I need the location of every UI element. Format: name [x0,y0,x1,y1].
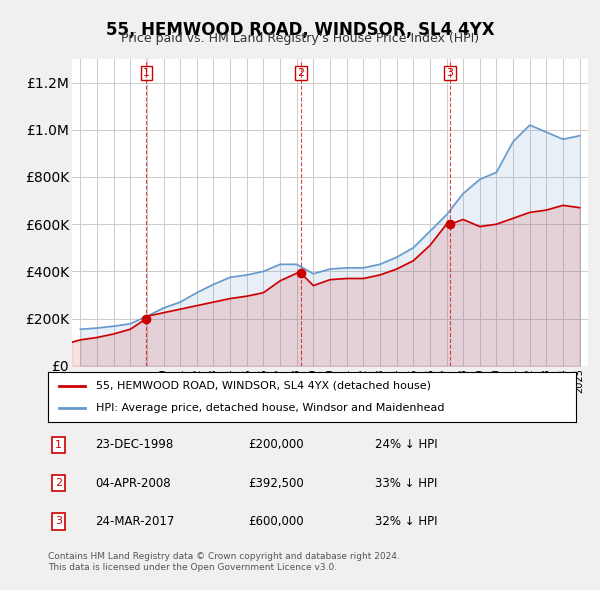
Text: Contains HM Land Registry data © Crown copyright and database right 2024.: Contains HM Land Registry data © Crown c… [48,552,400,560]
Text: 24% ↓ HPI: 24% ↓ HPI [376,438,438,451]
Text: 2: 2 [298,68,304,78]
Text: £200,000: £200,000 [248,438,304,451]
Text: 1: 1 [143,68,150,78]
Text: £600,000: £600,000 [248,514,304,527]
Text: 55, HEMWOOD ROAD, WINDSOR, SL4 4YX (detached house): 55, HEMWOOD ROAD, WINDSOR, SL4 4YX (deta… [95,381,431,391]
Text: 3: 3 [446,68,454,78]
Text: 33% ↓ HPI: 33% ↓ HPI [376,477,438,490]
Text: 55, HEMWOOD ROAD, WINDSOR, SL4 4YX: 55, HEMWOOD ROAD, WINDSOR, SL4 4YX [106,21,494,39]
Text: Price paid vs. HM Land Registry's House Price Index (HPI): Price paid vs. HM Land Registry's House … [121,32,479,45]
Text: 1: 1 [55,440,62,450]
Text: 24-MAR-2017: 24-MAR-2017 [95,514,175,527]
Text: 04-APR-2008: 04-APR-2008 [95,477,171,490]
Text: 3: 3 [55,516,62,526]
Text: This data is licensed under the Open Government Licence v3.0.: This data is licensed under the Open Gov… [48,563,337,572]
Text: 23-DEC-1998: 23-DEC-1998 [95,438,174,451]
Text: £392,500: £392,500 [248,477,304,490]
Text: 2: 2 [55,478,62,488]
Text: 32% ↓ HPI: 32% ↓ HPI [376,514,438,527]
Text: HPI: Average price, detached house, Windsor and Maidenhead: HPI: Average price, detached house, Wind… [95,403,444,413]
